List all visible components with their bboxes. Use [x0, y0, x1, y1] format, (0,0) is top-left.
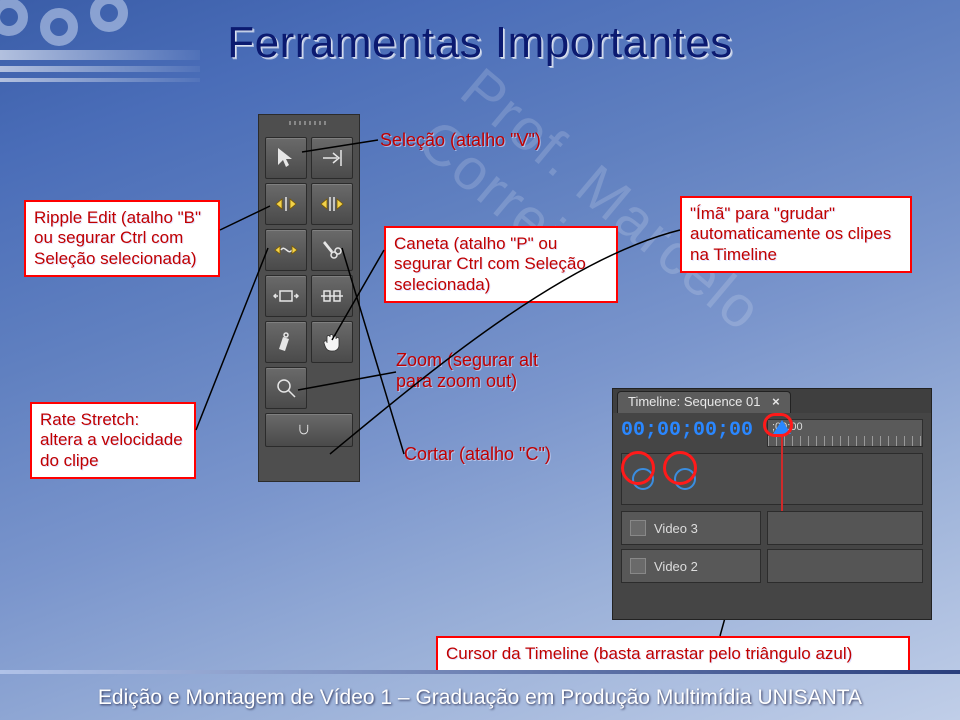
track-header-video3[interactable]: Video 3	[621, 511, 761, 545]
track-area-video2[interactable]	[767, 549, 923, 583]
slip-tool[interactable]	[265, 275, 307, 317]
tool-palette	[258, 114, 360, 482]
zoom-tool[interactable]	[265, 367, 307, 409]
label-selection: Seleção (atalho "V")	[380, 130, 541, 151]
footer-divider	[0, 670, 960, 674]
label-cut: Cortar (atalho "C")	[404, 444, 551, 465]
highlight-circle-2	[663, 451, 697, 485]
highlight-circle-1	[621, 451, 655, 485]
timeline-panel: Timeline: Sequence 01 × 00;00;00;00 ;00;…	[612, 388, 932, 620]
rolling-edit-tool[interactable]	[311, 183, 353, 225]
callout-ripple: Ripple Edit (atalho "B" ou segurar Ctrl …	[24, 200, 220, 277]
track-header-video2[interactable]: Video 2	[621, 549, 761, 583]
slide-tool[interactable]	[311, 275, 353, 317]
callout-magnet: "Ímã" para "grudar" automaticamente os c…	[680, 196, 912, 273]
track-label: Video 3	[654, 521, 698, 536]
highlight-circle-3	[763, 413, 793, 437]
pen-tool[interactable]	[265, 321, 307, 363]
footer-text: Edição e Montagem de Vídeo 1 – Graduação…	[0, 686, 960, 710]
slide: Ferramentas Importantes Prof. Marcelo Co…	[0, 0, 960, 720]
track-select-tool[interactable]	[311, 137, 353, 179]
timeline-tab[interactable]: Timeline: Sequence 01 ×	[617, 391, 791, 413]
close-icon[interactable]: ×	[772, 394, 780, 409]
slide-title: Ferramentas Importantes	[0, 18, 960, 68]
snap-toggle[interactable]	[265, 413, 353, 447]
track-toggle-icon[interactable]	[630, 558, 646, 574]
track-label: Video 2	[654, 559, 698, 574]
razor-tool[interactable]	[311, 229, 353, 271]
rate-stretch-tool[interactable]	[265, 229, 307, 271]
callout-pen: Caneta (atalho "P" ou segurar Ctrl com S…	[384, 226, 618, 303]
selection-tool[interactable]	[265, 137, 307, 179]
timeline-tab-label: Timeline: Sequence 01	[628, 394, 761, 409]
timecode[interactable]: 00;00;00;00	[621, 419, 753, 442]
track-toggle-icon[interactable]	[630, 520, 646, 536]
callout-rate: Rate Stretch: altera a velocidade do cli…	[30, 402, 196, 479]
ripple-edit-tool[interactable]	[265, 183, 307, 225]
track-area-video3[interactable]	[767, 511, 923, 545]
palette-grip[interactable]	[259, 115, 359, 131]
callout-cursor: Cursor da Timeline (basta arrastar pelo …	[436, 636, 910, 672]
label-zoom: Zoom (segurar alt para zoom out)	[396, 350, 576, 392]
hand-tool[interactable]	[311, 321, 353, 363]
